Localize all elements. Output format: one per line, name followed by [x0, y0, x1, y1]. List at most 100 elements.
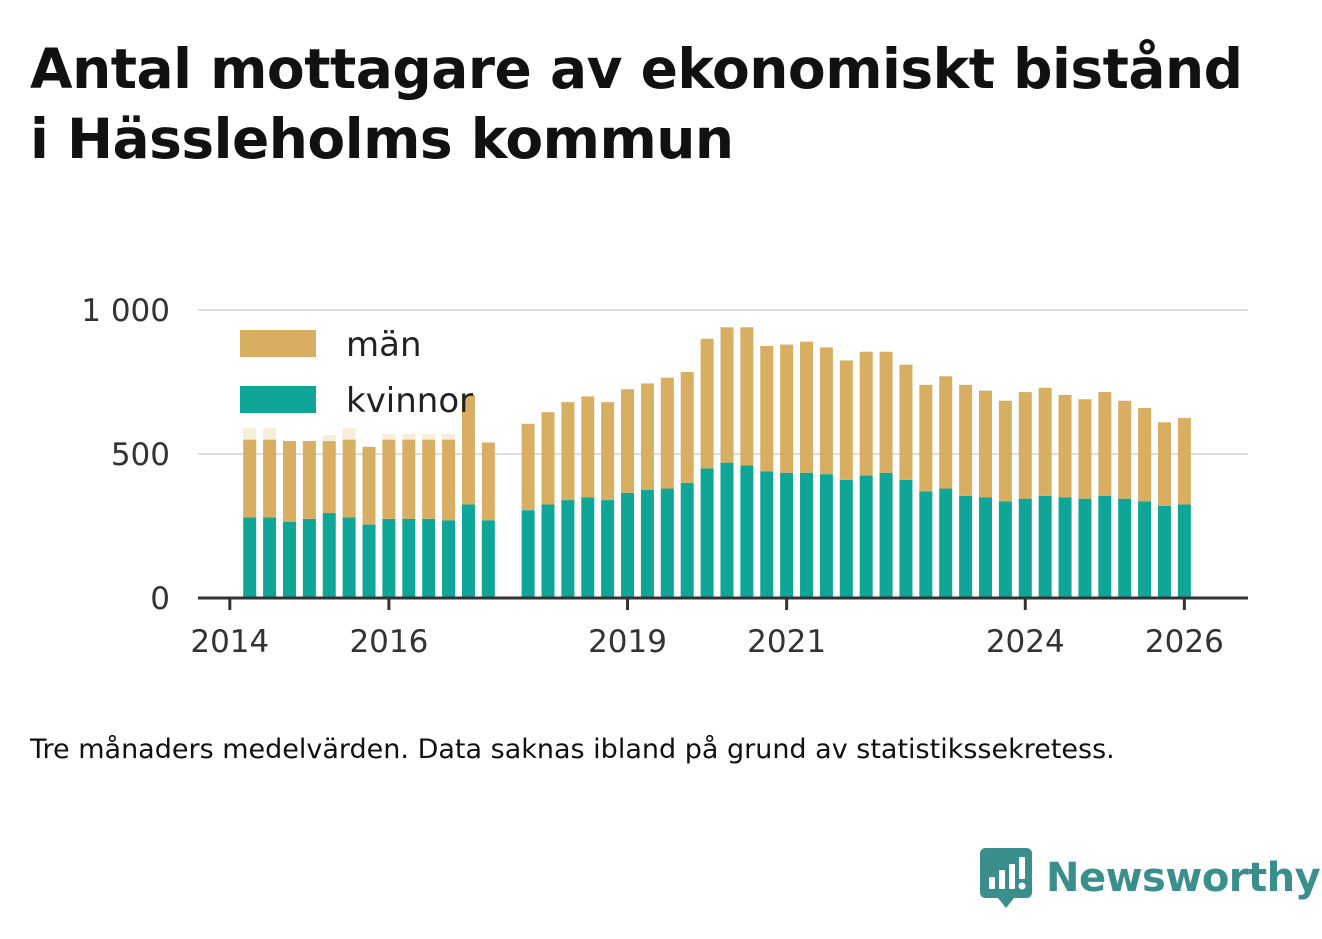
- legend-swatch-kvinnor: [240, 386, 316, 413]
- bar-kvinnor: [1078, 498, 1092, 598]
- bar-kvinnor: [442, 520, 456, 598]
- x-tick-label-2014: 2014: [190, 624, 269, 660]
- bar-man: [302, 441, 316, 519]
- bar-kvinnor: [1018, 498, 1032, 598]
- title-line-1: Antal mottagare av ekonomiskt bistånd: [30, 37, 1243, 101]
- bar-kvinnor: [879, 472, 893, 598]
- bar-man: [879, 351, 893, 473]
- bar-kvinnor: [959, 495, 973, 598]
- bar-man: [680, 371, 694, 483]
- bar-man: [601, 402, 615, 501]
- bar-kvinnor: [899, 479, 913, 598]
- bar-kvinnor: [541, 504, 555, 598]
- bar-man: [1098, 392, 1112, 496]
- brand-name: Newsworthy: [1046, 855, 1321, 901]
- bar-man: [998, 400, 1012, 502]
- bar-kvinnor: [1157, 505, 1171, 598]
- bar-kvinnor: [1058, 497, 1072, 598]
- bar-man: [521, 423, 535, 511]
- bar-man: [362, 446, 376, 525]
- bar-uncertain-range: [382, 433, 396, 440]
- bar-kvinnor: [342, 517, 356, 598]
- bar-man: [979, 390, 992, 498]
- bar-uncertain-range: [442, 433, 456, 440]
- legend-swatch-man: [240, 330, 316, 357]
- bar-man: [263, 439, 277, 518]
- bar-kvinnor: [979, 497, 992, 598]
- bar-chart-icon: [980, 848, 1032, 908]
- bar-man: [541, 412, 555, 505]
- bar-man: [461, 394, 475, 505]
- bar-man: [1058, 394, 1072, 498]
- bar-kvinnor: [302, 518, 316, 598]
- x-tick-label-2016: 2016: [349, 624, 428, 660]
- bar-man: [1018, 392, 1032, 499]
- bar-kvinnor: [760, 471, 774, 598]
- bar-uncertain-range: [263, 428, 277, 440]
- brand-logo: Newsworthy: [980, 848, 1321, 908]
- bar-man: [839, 360, 853, 480]
- bar-uncertain-range: [422, 433, 436, 440]
- bar-kvinnor: [839, 479, 853, 598]
- bar-kvinnor: [601, 500, 615, 598]
- bar-man: [561, 402, 575, 501]
- bar-kvinnor: [700, 468, 714, 598]
- bar-man: [800, 341, 814, 473]
- bar-kvinnor: [939, 488, 953, 598]
- title-line-2: i Hässleholms kommun: [30, 107, 734, 171]
- bar-kvinnor: [282, 521, 296, 598]
- bar-kvinnor: [800, 472, 814, 598]
- bar-man: [959, 384, 973, 496]
- bar-man: [282, 441, 296, 522]
- bar-chart: 0 500 1 000 2014 2016 2019 2021 2024 2026 män kvin…: [81, 293, 1248, 660]
- bar-kvinnor: [243, 517, 257, 598]
- bar-man: [819, 347, 833, 475]
- bar-kvinnor: [461, 504, 475, 598]
- bar-kvinnor: [481, 520, 495, 598]
- bar-man: [899, 364, 913, 480]
- x-tick-label-2026: 2026: [1145, 624, 1224, 660]
- bar-man: [442, 439, 456, 521]
- bar-kvinnor: [263, 517, 277, 598]
- y-tick-label-0: 0: [150, 581, 170, 617]
- bar-uncertain-range: [342, 428, 356, 440]
- bar-man: [1138, 407, 1152, 502]
- bar-man: [481, 442, 495, 521]
- bar-uncertain-range: [322, 435, 336, 442]
- bar-kvinnor: [422, 518, 436, 598]
- bar-kvinnor: [362, 524, 376, 598]
- bar-kvinnor: [1118, 498, 1132, 598]
- y-tick-label-1000: 1 000: [81, 293, 170, 329]
- bar-man: [640, 383, 654, 490]
- bar-kvinnor: [819, 474, 833, 598]
- bar-man: [939, 376, 953, 489]
- bar-man: [1078, 399, 1092, 499]
- chart-caption: Tre månaders medelvärden. Data saknas ib…: [30, 734, 1115, 765]
- bar-man: [1177, 418, 1191, 505]
- bar-man: [621, 389, 635, 493]
- bar-man: [1118, 400, 1132, 499]
- bar-kvinnor: [720, 462, 734, 598]
- bar-kvinnor: [740, 465, 754, 598]
- bar-man: [919, 384, 933, 492]
- bar-kvinnor: [680, 482, 694, 598]
- bar-kvinnor: [660, 488, 674, 598]
- chart-title: Antal mottagare av ekonomiskt bistånd i …: [30, 34, 1300, 174]
- bar-kvinnor: [859, 475, 873, 598]
- bar-kvinnor: [780, 472, 794, 598]
- bar-man: [740, 327, 754, 466]
- bar-man: [1038, 387, 1052, 496]
- bar-kvinnor: [1098, 495, 1112, 598]
- legend-label-kvinnor: kvinnor: [346, 381, 473, 421]
- bar-man: [720, 327, 734, 463]
- legend-label-man: män: [346, 325, 422, 365]
- bar-kvinnor: [1177, 504, 1191, 598]
- bar-kvinnor: [521, 510, 535, 598]
- bar-kvinnor: [640, 490, 654, 598]
- bar-man: [243, 439, 257, 518]
- bar-kvinnor: [621, 492, 635, 598]
- x-tick-label-2024: 2024: [986, 624, 1065, 660]
- bar-kvinnor: [1038, 495, 1052, 598]
- x-tick-label-2021: 2021: [747, 624, 826, 660]
- bar-man: [342, 439, 356, 518]
